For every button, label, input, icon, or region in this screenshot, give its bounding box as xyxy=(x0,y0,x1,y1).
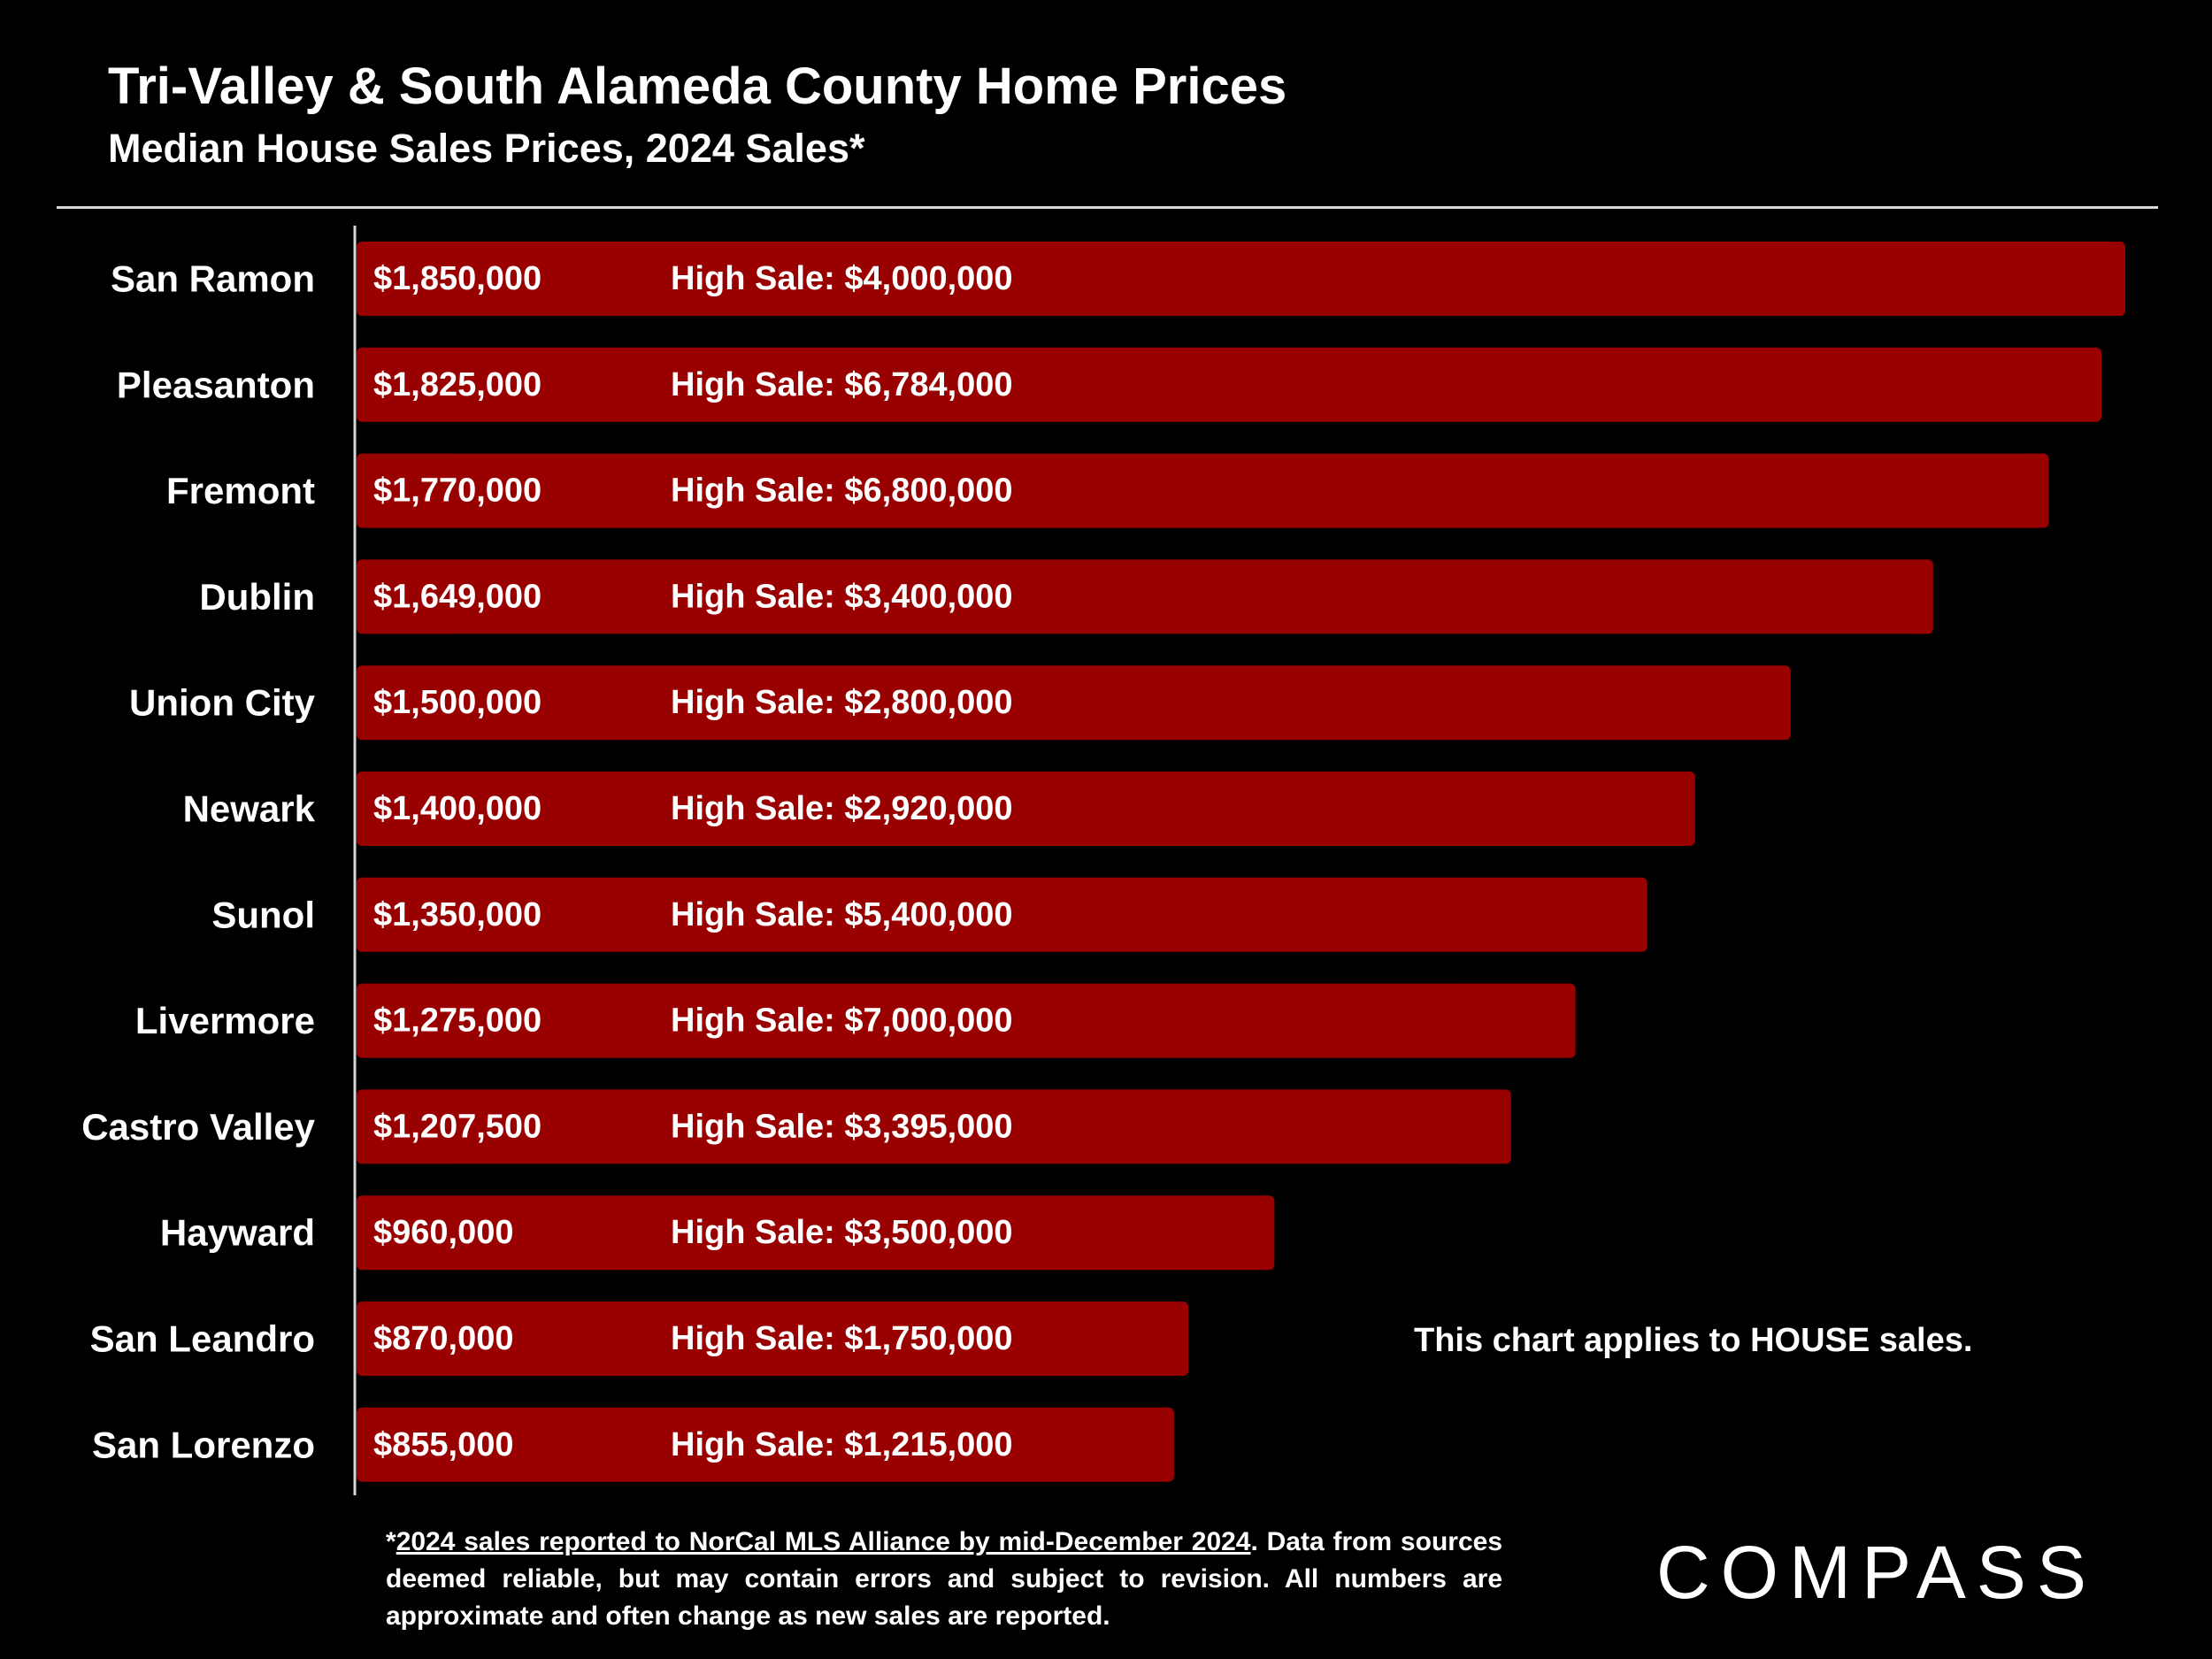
bar-row: Livermore $1,275,000 High Sale: $7,000,000 xyxy=(135,983,1576,1058)
value-label: $1,400,000 xyxy=(373,790,541,827)
bars-layer: San Ramon $1,850,000 High Sale: $4,000,000… xyxy=(81,242,2125,1482)
bar-row: San Ramon $1,850,000 High Sale: $4,000,000 xyxy=(111,242,2125,316)
high-sale-label: High Sale: $4,000,000 xyxy=(671,260,1013,297)
high-sale-label: High Sale: $1,750,000 xyxy=(671,1320,1013,1357)
bar xyxy=(357,242,2125,316)
category-label: San Leandro xyxy=(90,1318,315,1360)
value-label: $1,500,000 xyxy=(373,684,541,721)
bar xyxy=(357,983,1576,1058)
bar xyxy=(357,1195,1275,1271)
compass-logo: COMPASS xyxy=(1656,1531,2097,1614)
value-label: $1,825,000 xyxy=(373,366,541,403)
bar xyxy=(357,1089,1511,1164)
bar xyxy=(357,1302,1189,1376)
bar-row: Dublin $1,649,000 High Sale: $3,400,000 xyxy=(199,559,1933,634)
high-sale-label: High Sale: $3,500,000 xyxy=(671,1214,1013,1251)
value-label: $870,000 xyxy=(373,1320,514,1357)
category-label: Pleasanton xyxy=(117,364,315,405)
high-sale-label: High Sale: $2,800,000 xyxy=(671,684,1013,721)
value-label: $1,649,000 xyxy=(373,578,541,615)
bar-row: San Lorenzo $855,000 High Sale: $1,215,000 xyxy=(92,1407,1174,1482)
bar-row: Fremont $1,770,000 High Sale: $6,800,000 xyxy=(166,453,2049,528)
value-label: $1,207,500 xyxy=(373,1108,541,1145)
bar-row: Newark $1,400,000 High Sale: $2,920,000 xyxy=(183,772,1695,846)
bar xyxy=(357,1407,1174,1482)
high-sale-label: High Sale: $6,800,000 xyxy=(671,472,1013,510)
category-label: Union City xyxy=(129,682,316,724)
category-label: Newark xyxy=(183,788,316,830)
high-sale-label: High Sale: $6,784,000 xyxy=(671,366,1013,403)
category-label: Sunol xyxy=(211,894,315,935)
value-label: $960,000 xyxy=(373,1214,514,1251)
bar xyxy=(357,772,1695,846)
value-label: $855,000 xyxy=(373,1426,514,1463)
category-label: Castro Valley xyxy=(81,1106,315,1148)
chart-subtitle: Median House Sales Prices, 2024 Sales* xyxy=(108,126,865,171)
footnote-source-link[interactable]: 2024 sales reported to NorCal MLS Allian… xyxy=(396,1527,1251,1556)
chart-title: Tri-Valley & South Alameda County Home P… xyxy=(108,58,1287,115)
high-sale-label: High Sale: $5,400,000 xyxy=(671,896,1013,933)
bar xyxy=(357,453,2049,528)
high-sale-label: High Sale: $3,400,000 xyxy=(671,578,1013,615)
high-sale-label: High Sale: $7,000,000 xyxy=(671,1002,1013,1040)
value-label: $1,850,000 xyxy=(373,260,541,297)
value-label: $1,275,000 xyxy=(373,1002,541,1040)
footnote-text: . Data from sources deemed reliable, but… xyxy=(386,1527,1502,1631)
value-label: $1,770,000 xyxy=(373,472,541,510)
bar xyxy=(357,877,1647,952)
value-label: $1,350,000 xyxy=(373,896,541,933)
category-label: San Lorenzo xyxy=(92,1424,315,1465)
bar-row: Pleasanton $1,825,000 High Sale: $6,784,00… xyxy=(117,347,2101,422)
bar xyxy=(357,559,1933,634)
high-sale-label: High Sale: $2,920,000 xyxy=(671,790,1013,827)
bar-row: Hayward $960,000 High Sale: $3,500,000 xyxy=(160,1195,1275,1271)
category-label: San Ramon xyxy=(111,258,315,300)
footnote: *2024 sales reported to NorCal MLS Allia… xyxy=(386,1524,1502,1635)
bar-row: Union City $1,500,000 High Sale: $2,800,00… xyxy=(129,665,1791,741)
bar-row: San Leandro $870,000 High Sale: $1,750,000 xyxy=(90,1302,1189,1376)
category-label: Hayward xyxy=(160,1212,315,1254)
high-sale-label: High Sale: $1,215,000 xyxy=(671,1426,1013,1463)
bar-row: Castro Valley $1,207,500 High Sale: $3,395… xyxy=(81,1089,1511,1164)
bar xyxy=(357,347,2101,422)
category-label: Fremont xyxy=(166,470,315,511)
header-divider xyxy=(57,206,2158,209)
category-label: Livermore xyxy=(135,1000,315,1041)
category-label: Dublin xyxy=(199,576,315,618)
bar xyxy=(357,665,1791,741)
footnote-prefix: * xyxy=(386,1527,396,1556)
high-sale-label: High Sale: $3,395,000 xyxy=(671,1108,1013,1145)
bar-row: Sunol $1,350,000 High Sale: $5,400,000 xyxy=(211,877,1647,952)
house-sales-note: This chart applies to HOUSE sales. xyxy=(1414,1322,1973,1359)
